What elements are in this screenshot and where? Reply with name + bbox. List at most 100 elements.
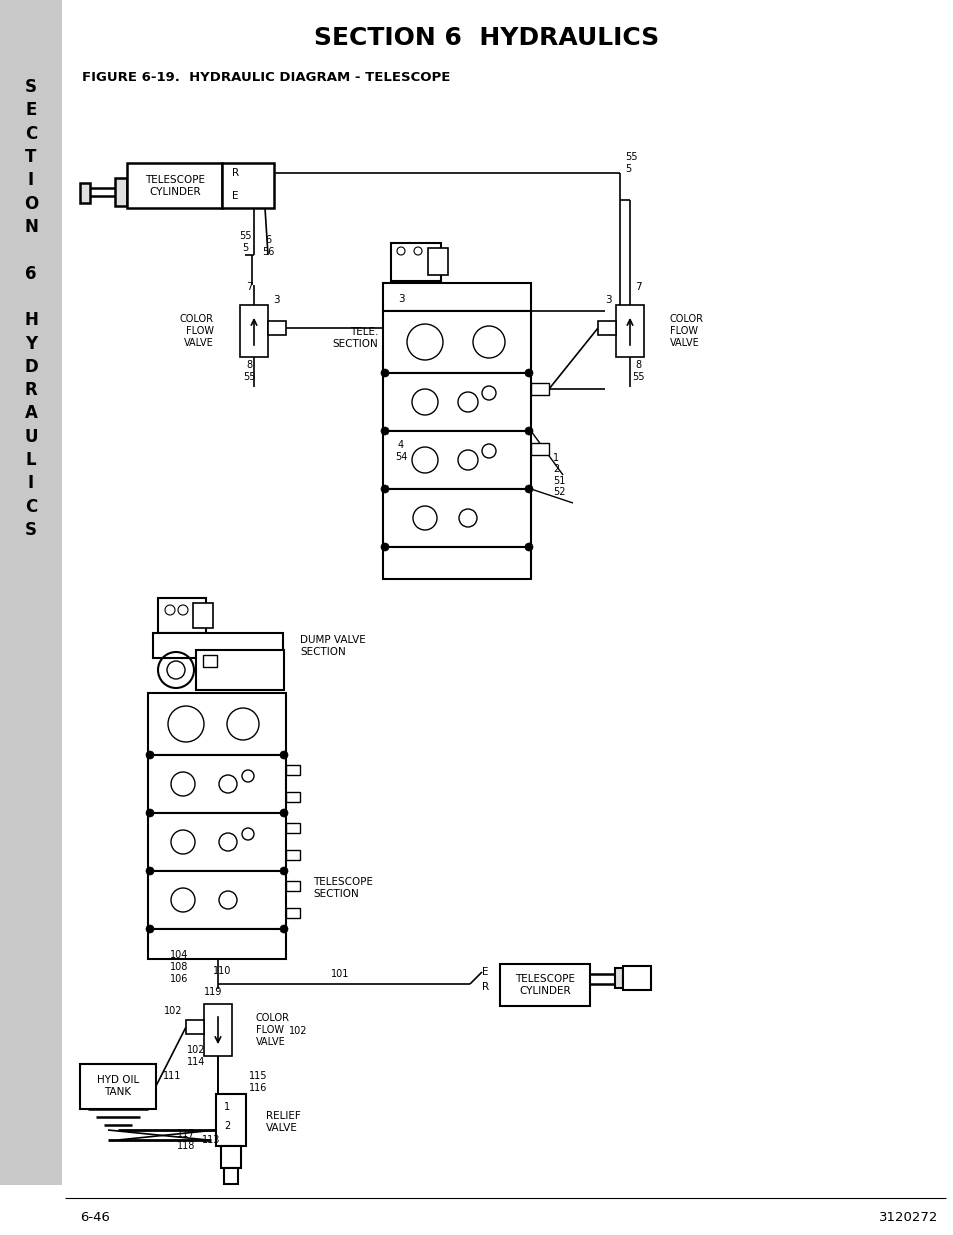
Circle shape	[524, 427, 533, 435]
Bar	[0, 0, 62, 1186]
Text: 115
116: 115 116	[249, 1071, 267, 1093]
Text: DUMP VALVE
SECTION: DUMP VALVE SECTION	[299, 635, 365, 657]
Bar	[286, 881, 299, 890]
Text: TELE.
SECTION: TELE. SECTION	[332, 327, 377, 348]
Text: 110: 110	[213, 966, 231, 976]
Text: COLOR
FLOW
VALVE: COLOR FLOW VALVE	[255, 1014, 290, 1046]
Text: COLOR
FLOW
VALVE: COLOR FLOW VALVE	[669, 315, 703, 347]
Bar	[193, 603, 213, 629]
Bar	[622, 966, 650, 990]
Text: 3: 3	[604, 295, 611, 305]
Text: 1
2
51
52: 1 2 51 52	[553, 452, 565, 498]
Bar	[224, 1168, 237, 1184]
Text: 7: 7	[246, 282, 252, 291]
Bar	[382, 547, 531, 579]
Text: 6-46: 6-46	[80, 1212, 110, 1224]
Bar	[531, 383, 548, 395]
Bar	[203, 655, 216, 667]
Text: 102: 102	[164, 1007, 182, 1016]
Text: 117
118: 117 118	[176, 1129, 195, 1151]
Bar	[531, 443, 548, 454]
Circle shape	[524, 485, 533, 493]
Text: 111: 111	[163, 1071, 181, 1081]
Circle shape	[380, 369, 389, 377]
Circle shape	[380, 485, 389, 493]
Circle shape	[280, 925, 288, 932]
Text: S
E
C
T
I
O
N
 
6
 
H
Y
D
R
A
U
L
I
C
S: S E C T I O N 6 H Y D R A U L I C S	[24, 78, 38, 540]
Text: 3: 3	[273, 295, 279, 305]
Text: R: R	[232, 168, 239, 178]
Text: 8
55: 8 55	[242, 361, 255, 382]
Text: TELESCOPE
SECTION: TELESCOPE SECTION	[313, 877, 373, 899]
Text: 2: 2	[224, 1121, 230, 1131]
Bar	[382, 311, 531, 373]
Text: RELIEF
VALVE: RELIEF VALVE	[266, 1112, 300, 1132]
Text: HYD OIL
TANK: HYD OIL TANK	[97, 1076, 139, 1097]
Bar	[382, 431, 531, 489]
Bar	[158, 598, 206, 634]
Bar	[615, 968, 622, 988]
Bar	[240, 305, 268, 357]
Circle shape	[280, 809, 288, 818]
Text: COLOR
FLOW
VALVE: COLOR FLOW VALVE	[180, 315, 213, 347]
Bar	[186, 1020, 204, 1034]
Bar	[221, 1146, 241, 1168]
Text: 102: 102	[289, 1026, 307, 1036]
Text: 55
5: 55 5	[624, 152, 637, 174]
Text: 55
5: 55 5	[238, 231, 251, 253]
Circle shape	[524, 369, 533, 377]
Text: E: E	[481, 967, 488, 977]
Text: 8
55: 8 55	[631, 361, 643, 382]
Text: SECTION 6  HYDRAULICS: SECTION 6 HYDRAULICS	[314, 26, 659, 49]
Bar	[499, 965, 589, 1007]
Bar	[286, 908, 299, 918]
Bar	[616, 305, 643, 357]
Circle shape	[146, 867, 153, 876]
Text: 3120272: 3120272	[878, 1212, 938, 1224]
Bar	[215, 1094, 246, 1146]
Bar	[598, 321, 616, 335]
Bar	[148, 693, 286, 755]
Text: FIGURE 6-19.  HYDRAULIC DIAGRAM - TELESCOPE: FIGURE 6-19. HYDRAULIC DIAGRAM - TELESCO…	[82, 70, 450, 84]
Circle shape	[380, 543, 389, 551]
Circle shape	[380, 427, 389, 435]
Bar	[382, 283, 531, 311]
Bar	[195, 650, 284, 690]
Bar	[204, 1004, 232, 1056]
Circle shape	[146, 925, 153, 932]
Text: 1: 1	[224, 1102, 230, 1112]
Text: 7: 7	[634, 282, 640, 291]
Bar	[382, 373, 531, 431]
Circle shape	[146, 809, 153, 818]
Text: 119: 119	[204, 987, 222, 997]
Circle shape	[280, 751, 288, 760]
Text: 6
56: 6 56	[261, 235, 274, 257]
Bar	[286, 850, 299, 860]
Text: 101: 101	[331, 969, 349, 979]
Bar	[428, 248, 448, 275]
Bar	[148, 929, 286, 960]
Text: 4
54: 4 54	[395, 440, 407, 462]
Bar	[152, 634, 283, 658]
Text: TELESCOPE
CYLINDER: TELESCOPE CYLINDER	[145, 175, 205, 196]
Text: E: E	[232, 191, 238, 201]
Text: TELESCOPE
CYLINDER: TELESCOPE CYLINDER	[515, 974, 575, 995]
Bar	[391, 243, 440, 282]
Text: 102
114: 102 114	[187, 1045, 205, 1067]
Bar	[127, 163, 222, 207]
Bar	[80, 1065, 156, 1109]
Text: R: R	[481, 982, 489, 992]
Bar	[222, 163, 274, 207]
Bar	[286, 823, 299, 832]
Bar	[80, 183, 90, 203]
Bar	[148, 813, 286, 871]
Bar	[286, 764, 299, 776]
Bar	[268, 321, 286, 335]
Circle shape	[280, 867, 288, 876]
Text: 113: 113	[202, 1135, 220, 1145]
Circle shape	[524, 543, 533, 551]
Bar	[148, 871, 286, 929]
Text: 104
108
106: 104 108 106	[170, 951, 188, 983]
Bar	[148, 755, 286, 813]
Circle shape	[146, 751, 153, 760]
